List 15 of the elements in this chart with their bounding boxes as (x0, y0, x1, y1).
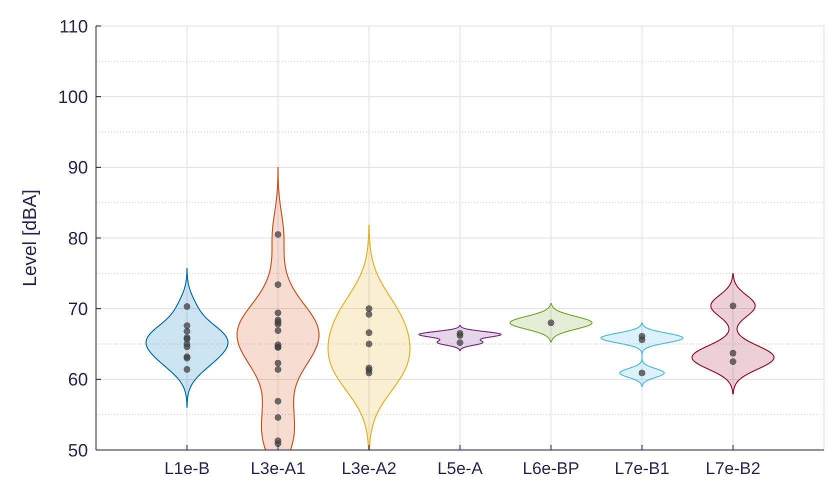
y-axis-title: Level [dBA] (20, 189, 41, 287)
x-tick-label: L7e-B1 (614, 459, 670, 478)
x-tick-label: L1e-B (164, 459, 210, 478)
y-tick-label: 110 (59, 16, 88, 36)
y-tick-label: 80 (68, 228, 88, 248)
x-tick-label: L3e-A1 (250, 459, 306, 478)
y-tick-label: 50 (68, 440, 88, 460)
x-tick-label: L6e-BP (522, 459, 580, 478)
y-tick-label: 100 (58, 86, 88, 107)
y-tick-label: 70 (68, 298, 88, 319)
x-tick-label: L3e-A2 (342, 459, 396, 478)
x-tick-label: L5e-A (437, 459, 484, 478)
x-tick-label: L7e-B2 (706, 459, 760, 478)
y-tick-label: 90 (68, 158, 88, 178)
y-tick-label: 60 (68, 370, 88, 390)
